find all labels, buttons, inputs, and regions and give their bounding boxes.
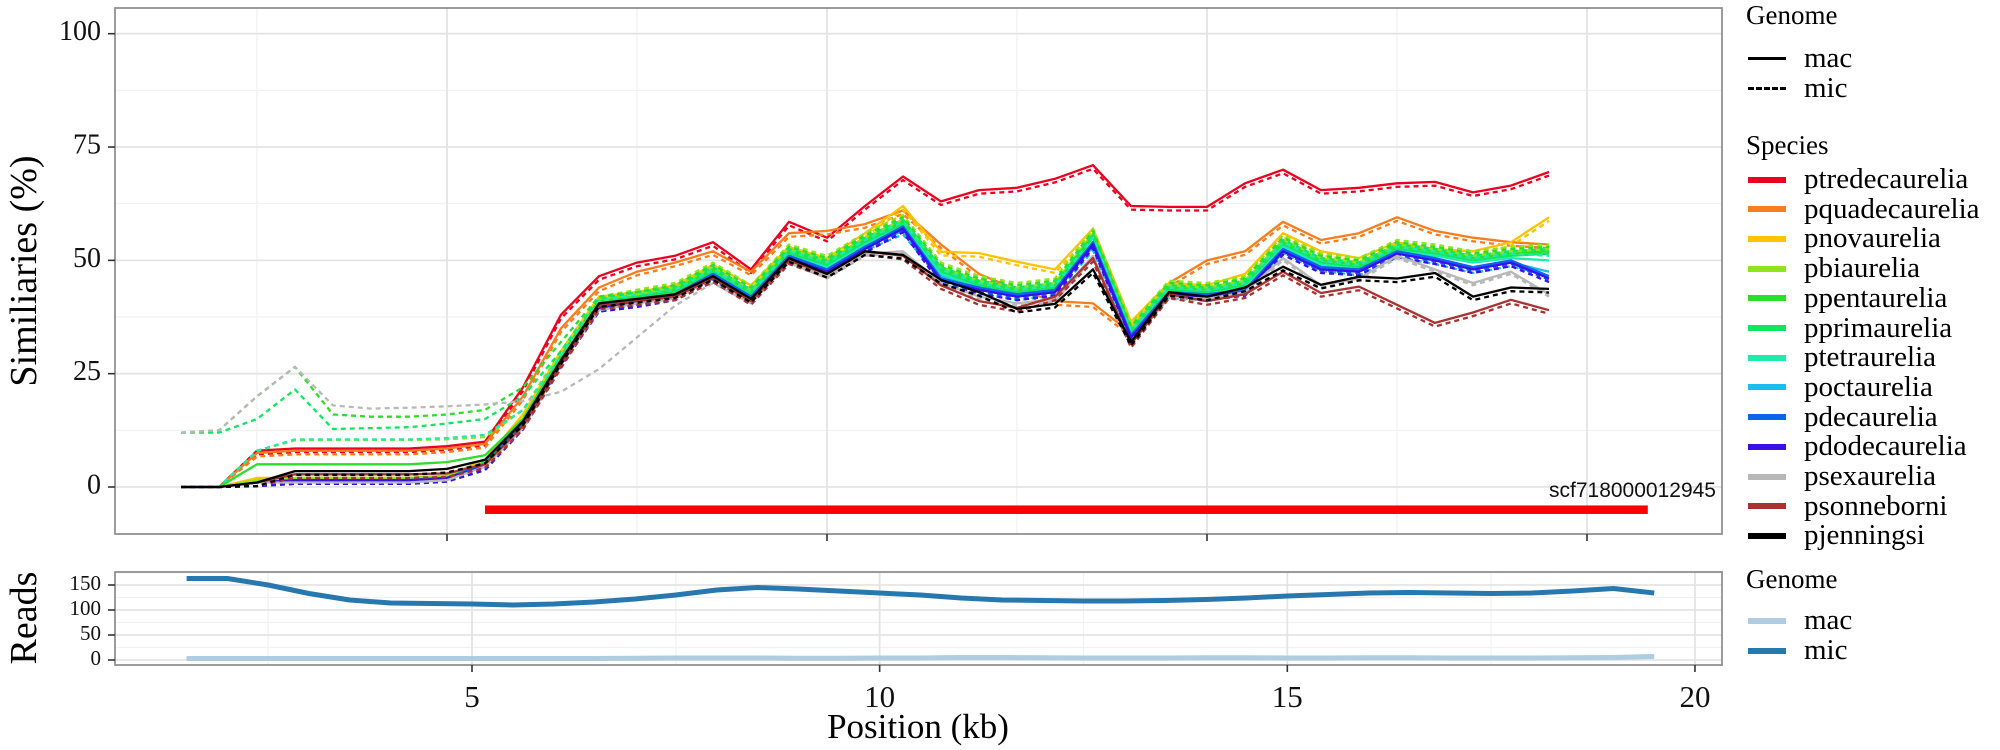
color-swatch bbox=[1748, 503, 1786, 510]
line-pdodecaurelia-mac bbox=[181, 227, 1550, 489]
y-tick-label: 50 bbox=[73, 243, 101, 274]
y-tick-label: 100 bbox=[59, 16, 101, 47]
legend-species-pbiaurelia: pbiaurelia bbox=[1740, 254, 1920, 283]
color-swatch bbox=[1748, 617, 1786, 624]
line-pdodecaurelia-mic bbox=[181, 231, 1550, 489]
legend-species-poctaurelia: poctaurelia bbox=[1740, 370, 1933, 403]
color-swatch bbox=[1748, 647, 1786, 654]
legend-species-psexaurelia: psexaurelia bbox=[1740, 462, 1936, 491]
color-swatch bbox=[1748, 325, 1786, 331]
legend-reads-mac: mac bbox=[1740, 606, 1852, 635]
legend-column: Genome mac mic Species ptredecaurelia pqua… bbox=[1740, 0, 1998, 750]
legend-genome-mic: mic bbox=[1740, 74, 1848, 103]
line-pprimaurelia-mic bbox=[181, 218, 1550, 434]
legend-label: mac bbox=[1804, 42, 1853, 74]
legend-label: pbiaurelia bbox=[1804, 252, 1920, 285]
legend-species-pnovaurelia: pnovaurelia bbox=[1740, 224, 1941, 253]
color-swatch bbox=[1748, 414, 1786, 421]
line-ptredecaurelia-mac bbox=[181, 164, 1550, 489]
y-tick-label: 75 bbox=[73, 129, 101, 160]
legend-species-pquadecaurelia: pquadecaurelia bbox=[1740, 192, 1980, 225]
y-tick-label: 150 bbox=[70, 571, 102, 595]
x-tick-label: 10 bbox=[864, 679, 895, 714]
panel-border bbox=[114, 571, 1723, 666]
legend-species-pdecaurelia: pdecaurelia bbox=[1740, 400, 1938, 433]
y-tick-label: 100 bbox=[70, 596, 102, 620]
legend-species-ptredecaurelia: ptredecaurelia bbox=[1740, 165, 1968, 194]
dashed-line-swatch bbox=[1748, 87, 1786, 90]
legend-reads-mic: mic bbox=[1740, 636, 1848, 665]
legend-label: pquadecaurelia bbox=[1804, 192, 1980, 225]
color-swatch bbox=[1748, 443, 1786, 450]
legend-label: psexaurelia bbox=[1804, 460, 1937, 492]
y-tick-label: 0 bbox=[91, 646, 102, 670]
color-swatch bbox=[1748, 473, 1786, 480]
legend-species-ptetraurelia: ptetraurelia bbox=[1740, 343, 1936, 372]
y-tick-label: 50 bbox=[80, 621, 101, 645]
legend-label: mic bbox=[1804, 634, 1848, 666]
line-ppentaurelia-mic bbox=[180, 216, 1550, 434]
legend-label: pdecaurelia bbox=[1804, 400, 1938, 433]
legend-genome-title: Genome bbox=[1746, 0, 1838, 30]
color-swatch bbox=[1748, 532, 1786, 539]
line-pquadecaurelia-mic bbox=[181, 212, 1550, 489]
y-axis-title-similarity: Similiaries (%) bbox=[3, 155, 45, 386]
legend-species-pdodecaurelia: pdodecaurelia bbox=[1740, 432, 1967, 461]
legend-genome-mac: mac bbox=[1740, 44, 1852, 73]
panel-background bbox=[115, 8, 1722, 534]
legend-label: ptredecaurelia bbox=[1804, 163, 1969, 195]
legend-label: pnovaurelia bbox=[1804, 222, 1941, 255]
y-axis-title-reads: Reads bbox=[3, 572, 45, 665]
legend-label: pjenningsi bbox=[1804, 519, 1925, 552]
color-swatch bbox=[1748, 206, 1786, 213]
panel-background bbox=[115, 572, 1722, 665]
line-pjenningsi-mic bbox=[181, 253, 1550, 489]
color-swatch bbox=[1748, 265, 1786, 272]
color-swatch bbox=[1748, 176, 1786, 183]
legend-reads-genome-title: Genome bbox=[1746, 564, 1838, 594]
panel-border bbox=[114, 7, 1723, 535]
color-swatch bbox=[1748, 235, 1786, 242]
line-pquadecaurelia-mac bbox=[181, 209, 1550, 489]
legend-label: psonneborni bbox=[1804, 489, 1948, 522]
legend-label: poctaurelia bbox=[1804, 370, 1933, 403]
legend-species-title: Species bbox=[1746, 130, 1829, 160]
x-tick-label: 15 bbox=[1272, 679, 1303, 714]
color-swatch bbox=[1748, 354, 1786, 361]
line-mac-mac bbox=[186, 654, 1655, 661]
legend-label: mac bbox=[1804, 604, 1853, 636]
legend-species-pjenningsi: pjenningsi bbox=[1740, 521, 1925, 550]
color-swatch bbox=[1748, 384, 1786, 391]
legend-label: mic bbox=[1804, 72, 1848, 104]
legend-label: ppentaurelia bbox=[1804, 281, 1948, 314]
line-pjenningsi-mac bbox=[181, 250, 1550, 489]
line-mic-mic bbox=[186, 576, 1655, 608]
x-tick-label: 20 bbox=[1679, 679, 1710, 714]
x-tick-label: 5 bbox=[464, 679, 480, 714]
scaffold-annotation-bar bbox=[485, 505, 1648, 514]
legend-label: ptetraurelia bbox=[1804, 341, 1937, 374]
x-axis-title: Position (kb) bbox=[827, 707, 1009, 746]
legend-species-psonneborni: psonneborni bbox=[1740, 489, 1948, 522]
solid-line-swatch bbox=[1748, 57, 1786, 60]
legend-species-ppentaurelia: ppentaurelia bbox=[1740, 281, 1948, 314]
scaffold-annotation-label: scf718000012945 bbox=[1549, 479, 1716, 502]
legend-species-pprimaurelia: pprimaurelia bbox=[1740, 311, 1953, 344]
y-tick-label: 25 bbox=[73, 356, 101, 387]
similarity-panel: 0 25 50 75 100 bbox=[59, 7, 1723, 541]
line-ptetraurelia-mic bbox=[181, 220, 1550, 489]
legend-label: pprimaurelia bbox=[1804, 311, 1953, 344]
color-swatch bbox=[1748, 295, 1786, 302]
y-tick-label: 0 bbox=[87, 469, 101, 500]
legend-label: pdodecaurelia bbox=[1804, 430, 1967, 463]
